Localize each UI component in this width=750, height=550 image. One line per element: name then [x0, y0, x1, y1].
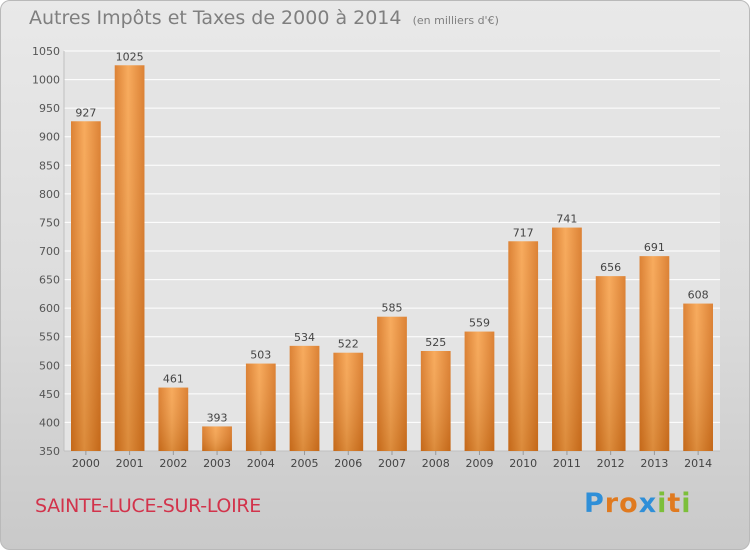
bar-shade — [289, 345, 320, 451]
data-label: 656 — [600, 261, 621, 274]
bar-shade — [508, 241, 539, 451]
data-label: 522 — [338, 338, 359, 351]
y-tick-label: 550 — [39, 331, 60, 344]
logo-letter: P — [584, 488, 605, 519]
bar-shade — [333, 352, 364, 451]
y-tick-label: 400 — [39, 416, 60, 429]
x-tick-label: 2009 — [465, 457, 493, 470]
logo-letter: t — [667, 488, 682, 519]
bar-shade — [70, 121, 101, 452]
y-tick-label: 750 — [39, 216, 60, 229]
chart-title-block: Autres Impôts et Taxes de 2000 à 2014 (e… — [29, 7, 499, 29]
data-label: 717 — [513, 226, 534, 239]
x-tick-label: 2012 — [597, 457, 625, 470]
y-tick-label: 850 — [39, 159, 60, 172]
y-tick-label: 500 — [39, 359, 60, 372]
data-label: 741 — [556, 213, 577, 226]
logo-letter: i — [657, 488, 668, 519]
logo-letter: o — [619, 488, 639, 519]
data-label: 393 — [207, 411, 228, 424]
commune-name: SAINTE-LUCE-SUR-LOIRE — [35, 495, 261, 517]
data-label: 608 — [688, 289, 709, 302]
bar-shade — [202, 426, 232, 451]
data-label: 1025 — [116, 50, 144, 63]
data-label: 691 — [644, 241, 665, 254]
y-tick-label: 600 — [39, 302, 60, 315]
y-tick-label: 700 — [39, 245, 60, 258]
data-label: 585 — [382, 302, 403, 315]
y-tick-label: 950 — [39, 102, 60, 115]
bar-shade — [420, 351, 451, 451]
x-tick-label: 2011 — [553, 457, 581, 470]
x-tick-label: 2007 — [378, 457, 406, 470]
x-tick-label: 2004 — [247, 457, 275, 470]
data-label: 461 — [163, 373, 184, 386]
data-label: 534 — [294, 331, 315, 344]
bar-shade — [377, 316, 407, 451]
x-tick-label: 2001 — [116, 457, 144, 470]
bar-shade — [245, 363, 276, 451]
chart-title: Autres Impôts et Taxes de 2000 à 2014 — [29, 7, 402, 29]
x-tick-label: 2000 — [72, 457, 100, 470]
data-label: 503 — [250, 349, 271, 362]
logo-letter: i — [681, 488, 692, 519]
x-tick-label: 2013 — [640, 457, 668, 470]
x-tick-label: 2003 — [203, 457, 231, 470]
bar-shade — [464, 331, 495, 451]
x-tick-label: 2006 — [334, 457, 362, 470]
x-tick-label: 2014 — [684, 457, 712, 470]
data-label: 559 — [469, 317, 490, 330]
data-label: 927 — [75, 106, 96, 119]
logo-letter: x — [638, 488, 658, 519]
x-tick-label: 2005 — [291, 457, 319, 470]
chart-subtitle: (en milliers d'€) — [412, 14, 499, 27]
bar-shade — [683, 303, 714, 451]
y-tick-label: 1000 — [32, 74, 60, 87]
y-tick-label: 1050 — [32, 45, 60, 58]
y-tick-label: 650 — [39, 274, 60, 287]
bar-shade — [158, 387, 189, 451]
logo-letter: r — [604, 488, 620, 519]
bar-shade — [114, 65, 145, 452]
bar-shade — [639, 256, 670, 451]
bar-shade — [595, 276, 626, 451]
y-tick-label: 800 — [39, 188, 60, 201]
x-tick-label: 2010 — [509, 457, 537, 470]
y-tick-label: 350 — [39, 445, 60, 458]
data-label: 525 — [425, 336, 446, 349]
x-tick-label: 2008 — [422, 457, 450, 470]
proxiti-logo[interactable]: Proxiti — [584, 488, 692, 519]
y-tick-label: 450 — [39, 388, 60, 401]
bar-shade — [552, 227, 582, 451]
x-tick-label: 2002 — [159, 457, 187, 470]
y-tick-label: 900 — [39, 131, 60, 144]
